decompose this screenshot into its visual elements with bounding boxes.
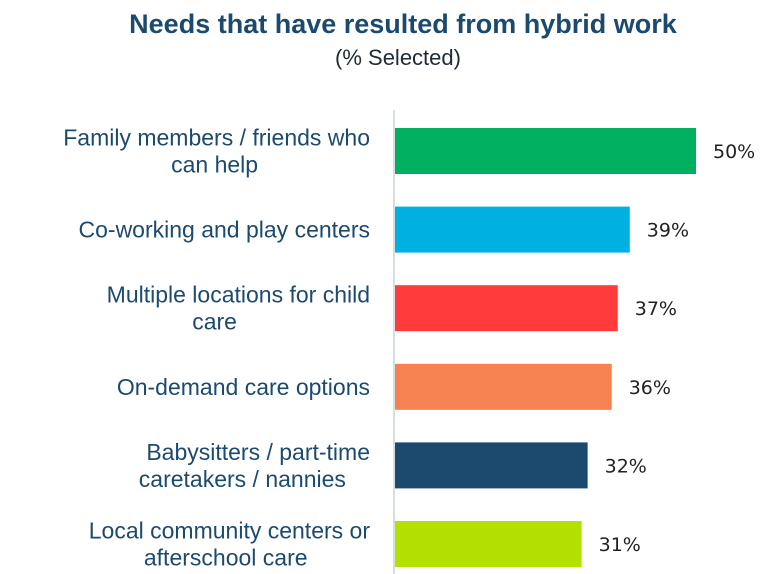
bar xyxy=(395,442,588,489)
category-label: can help xyxy=(171,152,258,178)
value-labels-group: 50% 39% 37% 36% 32% 31% xyxy=(599,141,756,556)
category-label: caretakers / nannies xyxy=(139,466,346,492)
bar xyxy=(395,206,630,253)
category-label: Local community centers or xyxy=(89,518,371,544)
bar xyxy=(395,128,696,174)
category-label: care xyxy=(192,309,237,335)
category-label: On-demand care options xyxy=(117,374,370,400)
category-label: afterschool care xyxy=(144,545,308,571)
bar xyxy=(395,285,618,332)
bars-group xyxy=(395,128,696,567)
value-label: 50% xyxy=(713,141,755,163)
category-label: Family members / friends who xyxy=(63,125,370,151)
value-label: 37% xyxy=(635,298,677,320)
value-label: 39% xyxy=(647,220,689,242)
chart-title: Needs that have resulted from hybrid wor… xyxy=(129,9,678,39)
category-label: Co-working and play centers xyxy=(79,217,370,243)
value-label: 31% xyxy=(599,534,641,556)
bar xyxy=(395,363,612,410)
value-label: 36% xyxy=(629,377,671,399)
category-label: Multiple locations for child xyxy=(107,282,370,308)
category-label: Babysitters / part-time xyxy=(146,439,370,465)
value-label: 32% xyxy=(605,455,647,477)
chart-subtitle: (% Selected) xyxy=(335,45,461,70)
bar xyxy=(395,521,582,567)
